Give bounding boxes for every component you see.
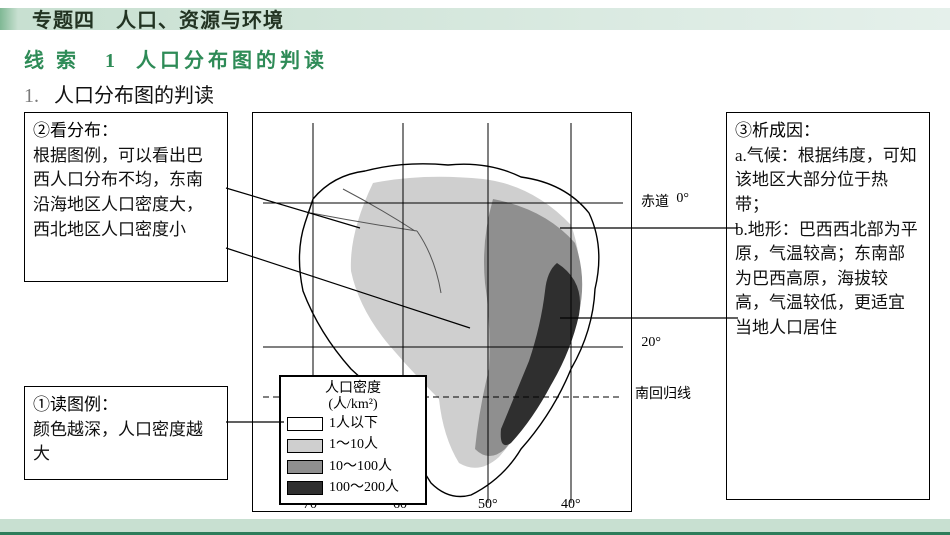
legend-row-3: 100～200人 <box>287 479 419 497</box>
box3-head: 析成因： <box>752 121 820 140</box>
question-title: 人口分布图的判读 <box>54 85 214 107</box>
legend-row-2: 10～100人 <box>287 458 419 476</box>
header-title: 专题四 人口、资源与环境 <box>32 4 284 33</box>
swatch-label-2: 10～100人 <box>329 458 392 476</box>
swatch-1 <box>287 439 323 453</box>
swatch-label-3: 100～200人 <box>329 479 399 497</box>
marker-2: ② <box>33 121 50 140</box>
brazil-map: 赤道 0° 20° 南回归线 70° 60° 50° 40° 人口密度 (人/k… <box>252 112 632 512</box>
legend-row-0: 1人以下 <box>287 415 419 433</box>
label-50: 50° <box>478 497 498 513</box>
box1-head: 读图例： <box>50 395 118 414</box>
label-0deg: 0° <box>676 191 689 207</box>
clue-title: 人口分布图的判读 <box>136 50 328 72</box>
legend-title: 人口密度 (人/km²) <box>287 381 419 412</box>
label-equator: 赤道 <box>641 191 669 211</box>
clue-line: 线索 1 人口分布图的判读 <box>24 44 950 73</box>
swatch-0 <box>287 417 323 431</box>
swatch-2 <box>287 460 323 474</box>
box2-head: 看分布： <box>50 121 118 140</box>
label-tropic: 南回归线 <box>635 383 691 403</box>
legend-title-2: (人/km²) <box>328 397 377 412</box>
clue-label: 线索 1 <box>24 50 127 72</box>
swatch-3 <box>287 481 323 495</box>
callout-cause: ③析成因： a.气候：根据纬度，可知该地区大部分位于热带；b.地形：巴西西北部为… <box>726 112 930 500</box>
question-num: 1. <box>24 85 39 107</box>
box1-body: 颜色越深，人口密度越大 <box>33 420 203 464</box>
label-40: 40° <box>561 497 581 513</box>
page-header: 专题四 人口、资源与环境 <box>0 0 950 36</box>
box2-body: 根据图例，可以看出巴西人口分布不均，东南沿海地区人口密度大，西北地区人口密度小 <box>33 146 203 239</box>
box3-body: a.气候：根据纬度，可知该地区大部分位于热带；b.地形：巴西西北部为平原，气温较… <box>735 146 918 337</box>
content-area: ②看分布： 根据图例，可以看出巴西人口分布不均，东南沿海地区人口密度大，西北地区… <box>0 108 950 535</box>
legend-row-1: 1～10人 <box>287 436 419 454</box>
callout-legend: ①读图例： 颜色越深，人口密度越大 <box>24 386 228 480</box>
label-20deg: 20° <box>641 335 661 351</box>
marker-1: ① <box>33 395 50 414</box>
map-legend: 人口密度 (人/km²) 1人以下 1～10人 10～100人 100～200人 <box>279 375 427 505</box>
question-line: 1. 人口分布图的判读 <box>24 79 950 108</box>
callout-distribution: ②看分布： 根据图例，可以看出巴西人口分布不均，东南沿海地区人口密度大，西北地区… <box>24 112 228 282</box>
marker-3: ③ <box>735 121 752 140</box>
swatch-label-0: 1人以下 <box>329 415 378 433</box>
swatch-label-1: 1～10人 <box>329 436 378 454</box>
legend-title-1: 人口密度 <box>325 381 381 396</box>
